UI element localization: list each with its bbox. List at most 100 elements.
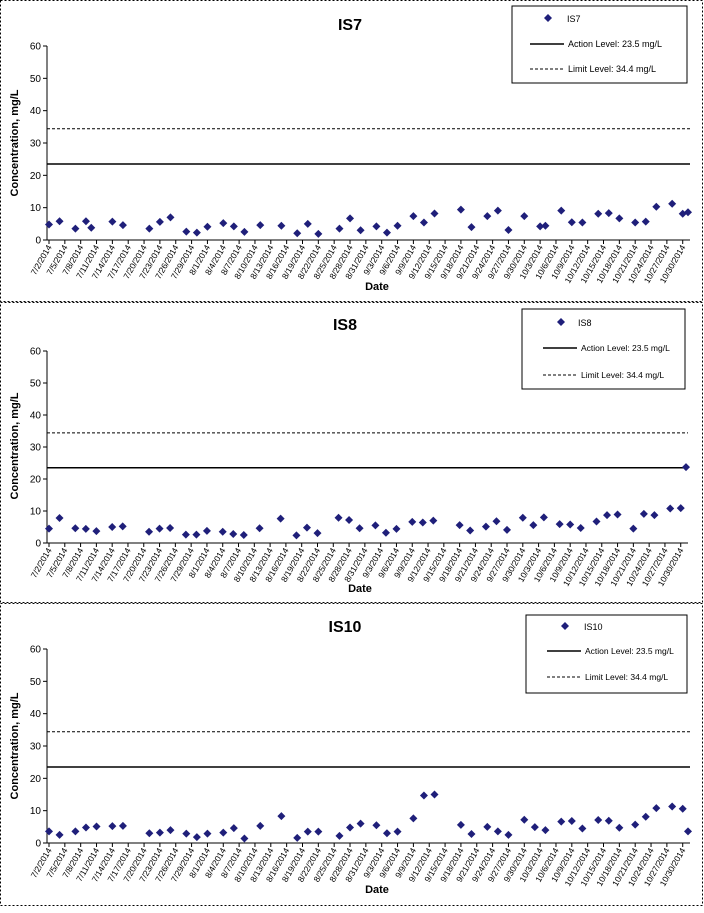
y-tick-label: 10 xyxy=(30,806,42,817)
data-point xyxy=(684,827,692,836)
data-point xyxy=(520,212,529,221)
data-point xyxy=(355,524,364,533)
data-point xyxy=(182,227,191,236)
data-point xyxy=(313,529,322,538)
y-tick-label: 0 xyxy=(35,839,41,850)
data-point xyxy=(408,517,417,526)
legend-action-label: Action Level: 23.5 mg/L xyxy=(581,343,670,353)
data-point xyxy=(92,527,101,536)
data-point xyxy=(483,822,492,831)
data-point xyxy=(303,219,312,228)
data-point xyxy=(45,827,53,836)
data-point xyxy=(594,816,603,825)
data-point xyxy=(604,816,613,825)
y-tick-label: 50 xyxy=(30,74,42,85)
data-point xyxy=(239,531,248,539)
data-point xyxy=(229,530,238,539)
chart-title: IS8 xyxy=(333,317,357,334)
data-point xyxy=(536,222,545,231)
y-tick-label: 30 xyxy=(30,443,42,454)
data-point xyxy=(483,212,492,221)
data-point xyxy=(92,822,101,831)
data-point xyxy=(203,829,212,838)
data-point xyxy=(371,521,380,530)
y-tick-label: 60 xyxy=(30,42,42,53)
legend-box xyxy=(525,614,688,694)
data-point xyxy=(652,804,661,813)
data-point xyxy=(567,218,576,227)
data-point xyxy=(277,812,286,821)
chart-is8: IS8 Concentration, mg/L Date IS8 Action … xyxy=(0,302,703,603)
y-tick-label: 60 xyxy=(30,645,42,656)
data-point xyxy=(419,791,428,800)
chart-is7: IS7 Concentration, mg/L Date IS7 Action … xyxy=(0,0,703,302)
data-point xyxy=(603,511,612,520)
legend: IS8 Action Level: 23.5 mg/L Limit Level:… xyxy=(521,308,686,390)
data-point xyxy=(641,812,650,821)
data-point xyxy=(429,516,438,525)
data-point xyxy=(314,827,323,836)
y-tick-label: 60 xyxy=(30,347,42,358)
data-point xyxy=(529,521,538,530)
legend-action-label: Action Level: 23.5 mg/L xyxy=(568,39,662,49)
y-axis-label: Concentration, mg/L xyxy=(9,89,21,196)
data-point xyxy=(71,524,80,533)
data-point xyxy=(293,229,302,238)
data-point xyxy=(256,221,265,230)
data-point xyxy=(45,524,53,533)
y-tick-label: 10 xyxy=(30,203,42,214)
data-point xyxy=(382,829,391,838)
y-tick-label: 20 xyxy=(30,171,42,182)
data-point xyxy=(292,531,301,540)
data-point xyxy=(615,823,624,832)
legend: IS10 Action Level: 23.5 mg/L Limit Level… xyxy=(525,614,688,694)
y-tick-label: 20 xyxy=(30,475,42,486)
data-point xyxy=(666,504,675,513)
data-point xyxy=(81,823,90,832)
data-point xyxy=(118,821,127,830)
data-point xyxy=(192,228,201,237)
y-tick-label: 40 xyxy=(30,709,42,720)
data-point xyxy=(503,525,512,534)
data-point xyxy=(71,827,80,836)
data-point xyxy=(615,214,624,223)
y-tick-label: 50 xyxy=(30,677,42,688)
data-point xyxy=(541,221,550,230)
y-tick-label: 0 xyxy=(35,539,41,550)
data-point xyxy=(118,221,127,230)
data-point xyxy=(678,804,687,813)
data-point xyxy=(277,221,286,230)
chart-title: IS10 xyxy=(329,619,362,636)
data-point xyxy=(504,225,513,234)
data-point xyxy=(382,228,391,237)
data-point xyxy=(45,220,53,229)
data-point xyxy=(557,817,566,826)
data-point xyxy=(467,223,476,232)
data-point xyxy=(467,829,476,838)
data-point xyxy=(71,224,80,233)
data-point xyxy=(539,513,548,522)
data-point xyxy=(203,222,212,231)
data-point xyxy=(578,218,587,227)
data-point xyxy=(481,522,490,531)
legend-series-marker xyxy=(561,622,569,630)
data-point xyxy=(631,820,640,829)
data-point xyxy=(676,504,685,513)
data-point xyxy=(682,463,690,472)
data-point xyxy=(409,212,418,221)
y-axis-label: Concentration, mg/L xyxy=(9,692,21,799)
data-point xyxy=(652,202,661,211)
data-point xyxy=(566,520,575,529)
legend-limit-label: Limit Level: 34.4 mg/L xyxy=(568,64,656,74)
data-point xyxy=(240,834,249,843)
data-point xyxy=(108,523,117,531)
data-point xyxy=(108,217,117,226)
data-point xyxy=(430,790,439,799)
data-point xyxy=(668,802,677,811)
y-tick-label: 40 xyxy=(30,106,42,117)
data-point xyxy=(555,520,564,529)
data-point xyxy=(492,517,501,526)
data-point xyxy=(518,513,527,522)
data-point xyxy=(182,829,191,838)
data-point xyxy=(345,515,354,524)
